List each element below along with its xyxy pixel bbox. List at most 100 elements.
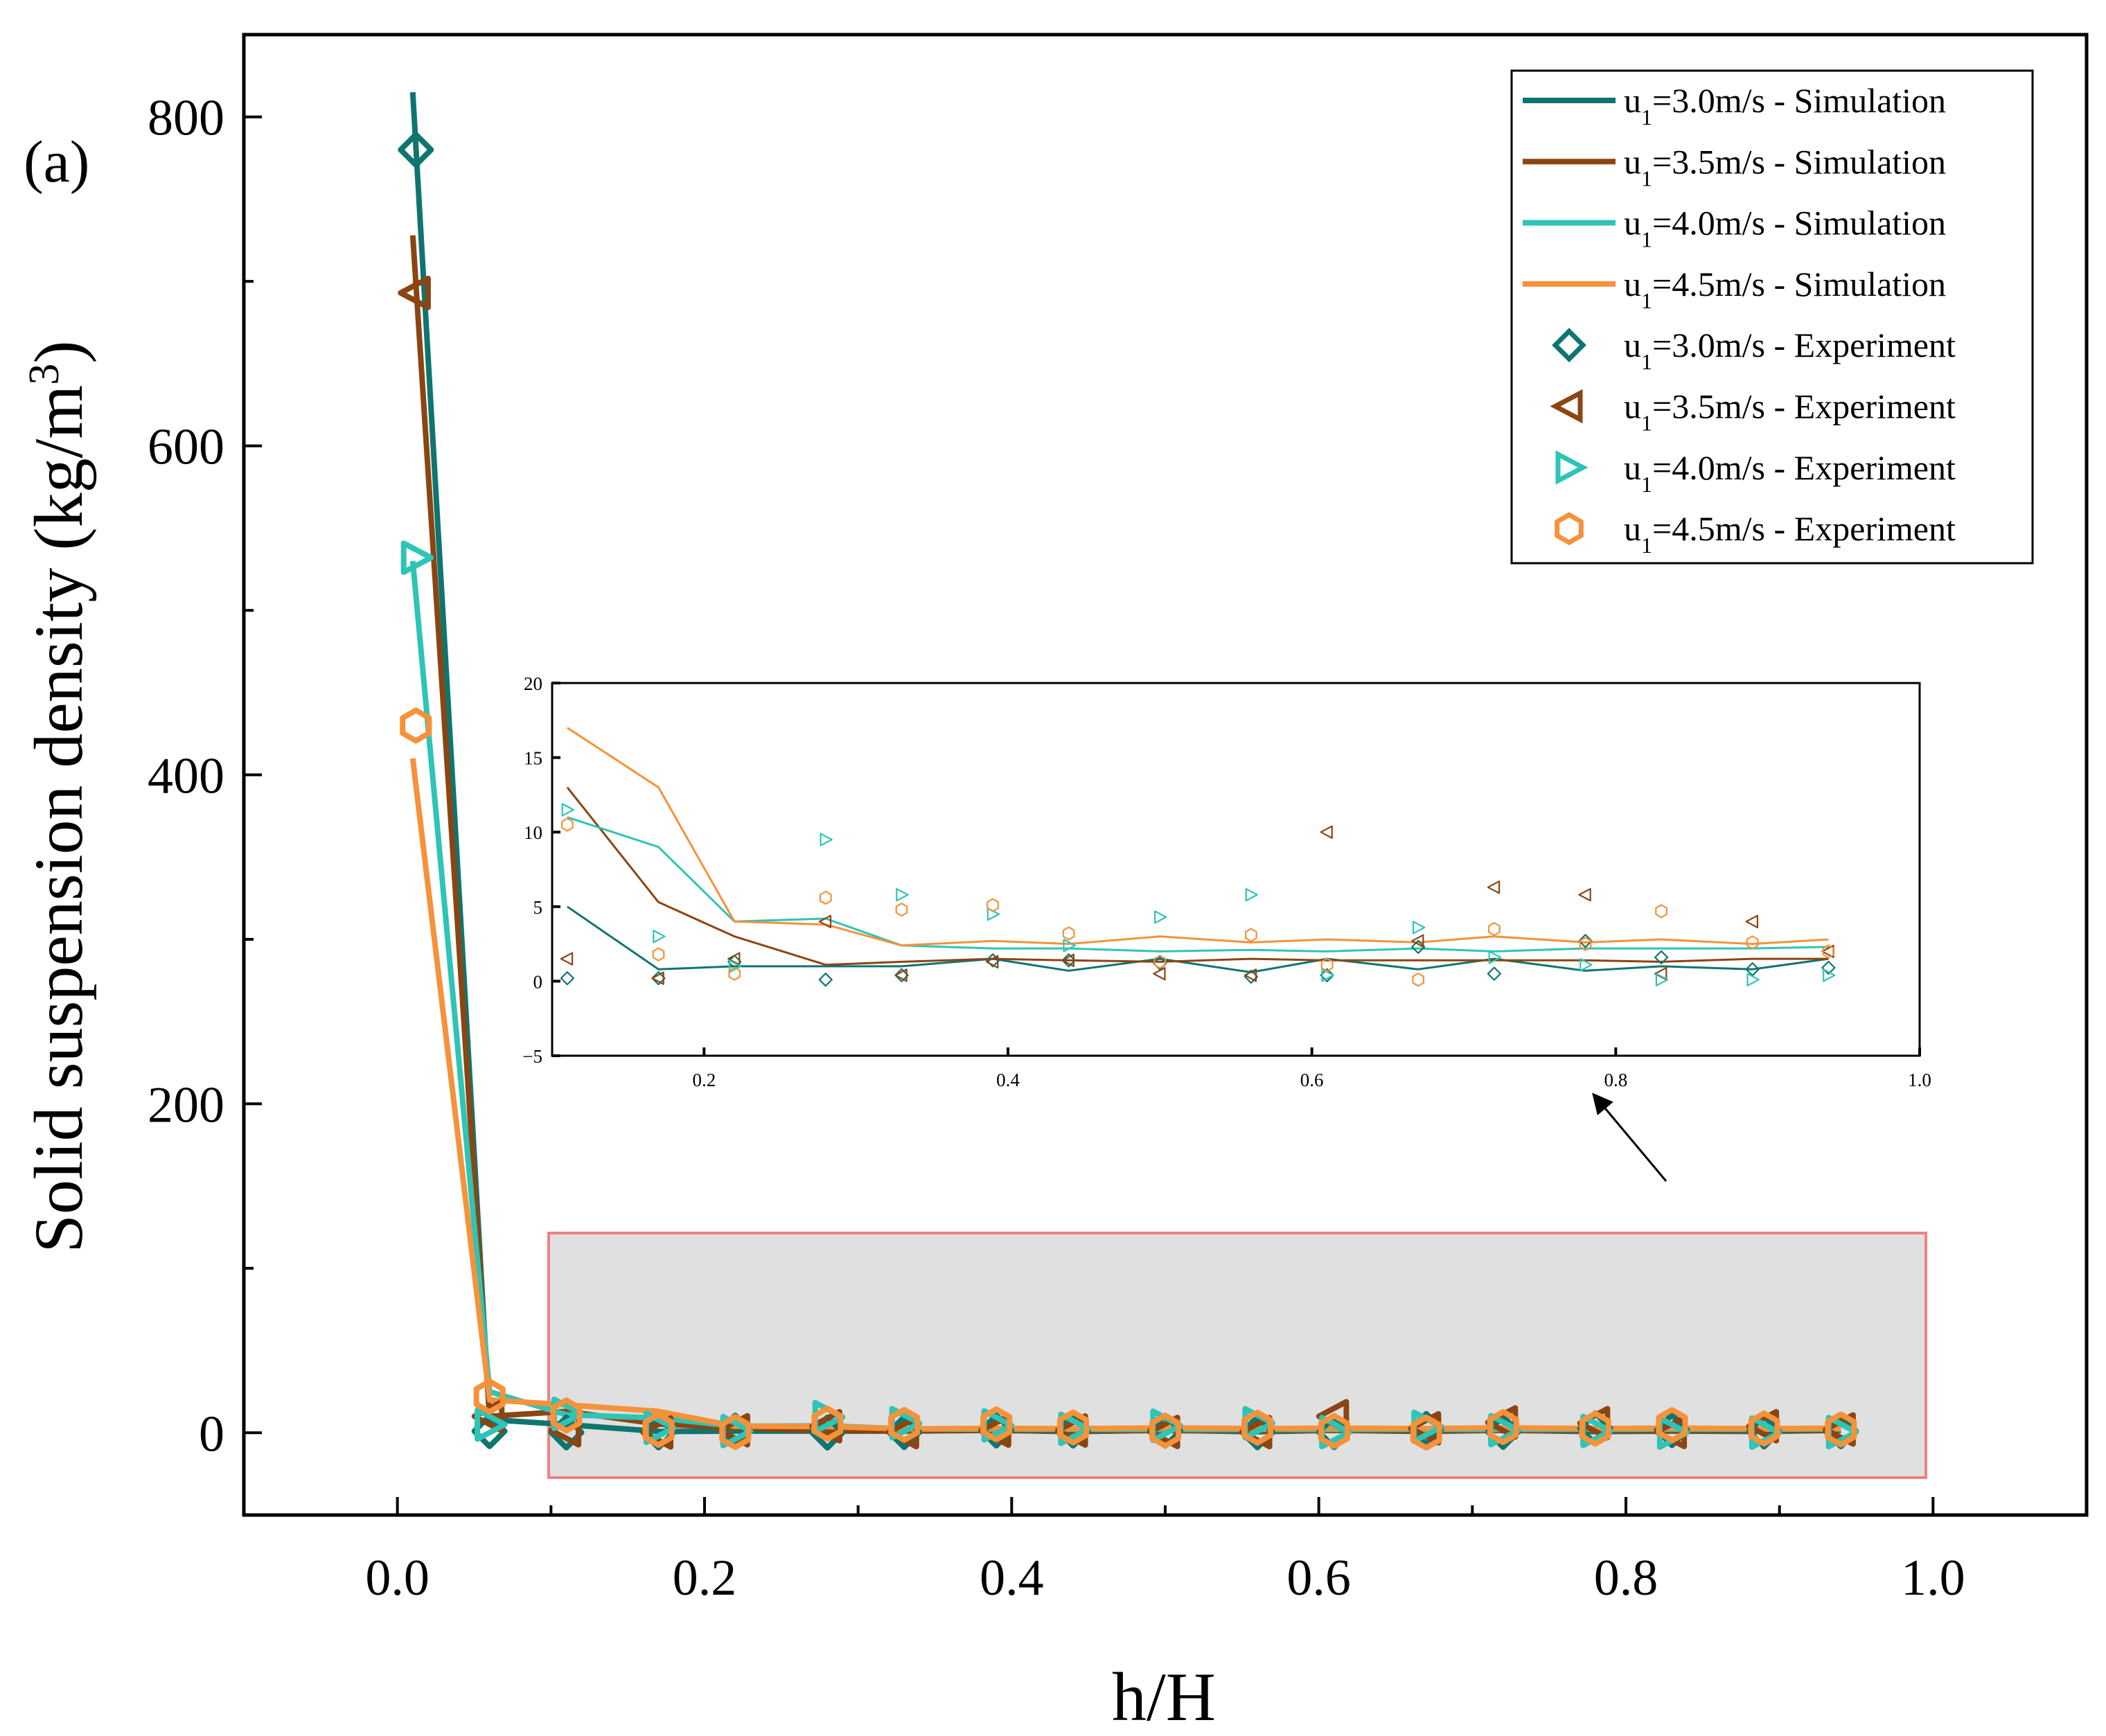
main-marker-7-7 [980, 1406, 1013, 1443]
inset-marker-6-14 [1580, 958, 1593, 972]
inset-marker-5-8 [1061, 953, 1074, 967]
main-marker-7-11 [1318, 1412, 1350, 1449]
legend-label-base: u [1624, 387, 1641, 426]
main-marker-4-0 [398, 132, 434, 168]
legend-marker-swatch [1550, 389, 1583, 424]
x-tick-label: 0.8 [1594, 1550, 1658, 1606]
inset-marker-6-3 [653, 930, 666, 944]
legend-label: u1=3.5m/s - Experiment [1624, 387, 1956, 436]
inset-marker-5-12 [1411, 934, 1424, 948]
inset-marker-4-17 [1821, 960, 1836, 975]
inset-marker-7-8 [1062, 926, 1075, 941]
inset-x-tick-label: 1.0 [1908, 1070, 1931, 1090]
inset-marker-4-14 [1578, 934, 1593, 948]
legend-label-rest: =4.0m/s - Simulation [1652, 204, 1946, 242]
legend-label-base: u [1624, 81, 1641, 120]
main-marker-7-5 [811, 1406, 844, 1442]
zoom-arrow [1592, 1092, 1667, 1182]
inset-marker-6-12 [1412, 921, 1426, 935]
inset-plot-area [560, 727, 1836, 987]
inset-y-tick-label: 15 [524, 748, 542, 769]
legend-label-base: u [1624, 204, 1641, 242]
legend-label-base: u [1624, 326, 1641, 364]
legend-label-rest: =4.0m/s - Experiment [1652, 448, 1956, 487]
inset-marker-4-12 [1411, 939, 1426, 955]
inset-marker-4-3 [651, 971, 666, 986]
inset-x-tick-label: 0.8 [1604, 1070, 1627, 1090]
main-marker-6-0 [400, 540, 434, 575]
main-plot-area [398, 91, 1859, 1451]
inset-x-tick-label: 0.6 [1300, 1070, 1324, 1090]
inset-marker-5-4 [727, 952, 741, 966]
legend-label-rest: =3.5m/s - Simulation [1652, 142, 1946, 181]
inset-y-tick-label: 0 [533, 971, 543, 992]
inset-marker-6-10 [1245, 887, 1259, 902]
legend-label: u1=3.5m/s - Simulation [1624, 142, 1946, 191]
inset-marker-7-16 [1746, 935, 1759, 950]
inset-y-tick-label: −5 [522, 1046, 542, 1067]
inset-marker-5-13 [1487, 880, 1501, 894]
x-axis-title: h/H [1112, 1658, 1216, 1735]
inset-line-series-0 [567, 905, 1829, 973]
legend-label-subscript: 1 [1641, 533, 1652, 558]
main-marker-7-0 [400, 707, 432, 744]
main-marker-7-9 [1149, 1412, 1182, 1449]
inset-marker-6-4 [728, 959, 742, 973]
inset-marker-6-11 [1321, 968, 1334, 982]
inset-marker-4-15 [1654, 950, 1669, 965]
main-marker-7-12 [1410, 1415, 1442, 1451]
legend-label-subscript: 1 [1641, 288, 1652, 313]
legend-label-subscript: 1 [1641, 227, 1652, 252]
inset-y-tick-label: 20 [524, 673, 542, 694]
legend-label-base: u [1624, 448, 1641, 487]
inset-marker-7-7 [986, 898, 999, 912]
legend-marker-swatch [1552, 328, 1586, 363]
inset-marker-5-14 [1578, 887, 1591, 902]
legend-label-subscript: 1 [1641, 349, 1652, 374]
inset-marker-4-8 [1061, 953, 1076, 968]
legend-label-subscript: 1 [1641, 105, 1652, 130]
inset-frame [551, 682, 1921, 1057]
x-tick-label: 0.2 [673, 1550, 737, 1606]
inset-marker-5-3 [651, 971, 664, 985]
inset-marker-7-10 [1245, 928, 1257, 942]
legend-label-rest: =3.5m/s - Experiment [1652, 387, 1956, 426]
inset-y-tick-label: 5 [533, 897, 543, 918]
legend-label-subscript: 1 [1641, 166, 1652, 191]
inset-marker-7-17 [1822, 944, 1835, 959]
legend-label: u1=3.0m/s - Experiment [1624, 326, 1956, 374]
inset-marker-6-17 [1823, 968, 1836, 982]
panel-label: (a) [24, 128, 89, 195]
main-marker-7-16 [1748, 1410, 1780, 1447]
legend-label-subscript: 1 [1641, 472, 1652, 497]
inset-marker-7-6 [895, 902, 908, 917]
inset-marker-7-4 [728, 966, 741, 981]
inset-x-tick-label: 0.4 [996, 1070, 1020, 1090]
legend-label: u1=3.0m/s - Simulation [1624, 81, 1946, 130]
inset-marker-7-14 [1579, 937, 1592, 951]
inset-marker-4-11 [1320, 968, 1334, 982]
y-tick-label: 600 [148, 419, 224, 476]
inset-marker-5-11 [1320, 825, 1333, 839]
inset-marker-5-7 [985, 955, 999, 969]
y-tick-label: 800 [148, 90, 224, 147]
legend-marker-swatch [1555, 450, 1589, 485]
inset-marker-4-5 [818, 973, 833, 987]
legend-label-base: u [1624, 265, 1641, 303]
legend-label-subscript: 1 [1641, 411, 1652, 436]
legend-box [1510, 69, 2034, 565]
inset-marker-4-6 [894, 968, 909, 982]
inset-line-series-3 [567, 727, 1829, 947]
main-marker-7-15 [1656, 1407, 1688, 1444]
main-marker-7-14 [1579, 1410, 1611, 1447]
y-axis-title: Solid suspension density (kg/m3) [20, 340, 97, 1252]
inset-marker-6-6 [896, 887, 909, 902]
legend-label-rest: =4.5m/s - Experiment [1652, 509, 1956, 548]
zoom-highlight-region [547, 1232, 1927, 1479]
inset-marker-7-13 [1488, 921, 1501, 937]
main-marker-7-10 [1241, 1409, 1274, 1446]
legend-label: u1=4.5m/s - Simulation [1624, 265, 1946, 313]
inset-marker-7-15 [1655, 904, 1667, 919]
